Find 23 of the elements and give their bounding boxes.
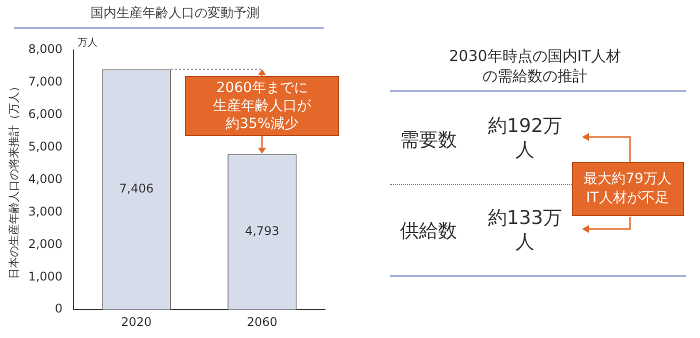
text: 需要数: [400, 128, 457, 153]
y-tick-label: 3,000: [28, 204, 63, 218]
y-tick-label: 1,000: [28, 269, 63, 284]
y-tick-label: 6,000: [28, 107, 63, 122]
chart-title: 国内生産年齢人口の変動予測: [90, 5, 260, 22]
y-tick-label: 2,000: [28, 236, 63, 251]
y-tick-label: 0: [54, 302, 63, 316]
data-label: 7,406: [119, 182, 154, 196]
text: 万人: [78, 38, 98, 49]
text: 約133万人: [486, 206, 564, 254]
text: 2030年時点の国内IT人材の需給数の推計: [448, 46, 622, 86]
x-tick-label: 2020: [121, 314, 152, 329]
y-tick-label: 5,000: [28, 139, 63, 154]
y-tick-label: 8,000: [28, 42, 63, 56]
annotation: 2060年までに生産年齢人口が約35%減少: [212, 78, 312, 133]
y-tick-label: 4,000: [28, 172, 63, 186]
text: 最大約79万人IT人材が不足: [583, 170, 672, 208]
text: 供給数: [400, 219, 457, 244]
y-axis-title: 日本の生産年齢人口の将来推計（万人）: [7, 80, 20, 279]
x-tick-label: 2060: [246, 314, 278, 329]
data-label: 4,793: [244, 224, 280, 238]
text: 約192万人: [486, 114, 564, 162]
y-tick-label: 7,000: [28, 74, 63, 89]
